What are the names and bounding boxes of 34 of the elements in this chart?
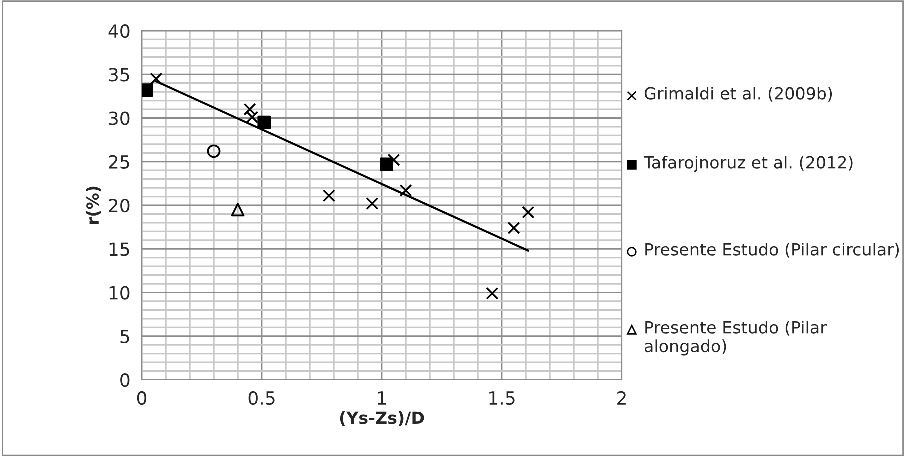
x-tick-label: 0.5	[248, 391, 275, 406]
point	[508, 222, 520, 234]
point	[231, 203, 245, 217]
point	[150, 72, 163, 86]
x-tick-label: 1.5	[490, 392, 515, 406]
x-axis-title: (Ys-Zs)/D	[340, 411, 424, 426]
legend-label: Grimaldi et al. (2009b)	[644, 87, 832, 102]
legend-label: Tafarojnoruz et al. (2012)	[644, 156, 853, 172]
point	[366, 197, 379, 210]
point	[522, 206, 535, 219]
x-tick-label: 2	[618, 391, 626, 405]
point	[388, 154, 400, 166]
point	[244, 103, 256, 116]
legend-label: Presente Estudo (Pilar circular)	[646, 243, 900, 258]
y-tick-label: 15	[110, 242, 130, 256]
point	[400, 184, 412, 197]
y-tick-label: 20	[109, 198, 130, 213]
y-tick-label: 40	[108, 24, 130, 38]
point	[380, 158, 394, 172]
point	[258, 116, 272, 130]
point	[207, 144, 221, 158]
y-tick-label: 5	[120, 330, 130, 344]
y-tick-label: 10	[110, 286, 130, 300]
legend-label: Presente Estudo (Pilar alongado)	[645, 321, 827, 356]
x-tick-label: 0	[137, 391, 147, 406]
y-tick-label: 25	[109, 155, 130, 169]
y-tick-label: 30	[109, 112, 130, 126]
y-tick-label: 0	[120, 373, 130, 388]
point	[246, 111, 259, 124]
x-tick-label: 1	[378, 392, 386, 405]
point	[322, 190, 336, 202]
y-axis-title: r(%)	[86, 186, 102, 224]
y-tick-label: 35	[109, 68, 130, 82]
point	[486, 287, 499, 300]
